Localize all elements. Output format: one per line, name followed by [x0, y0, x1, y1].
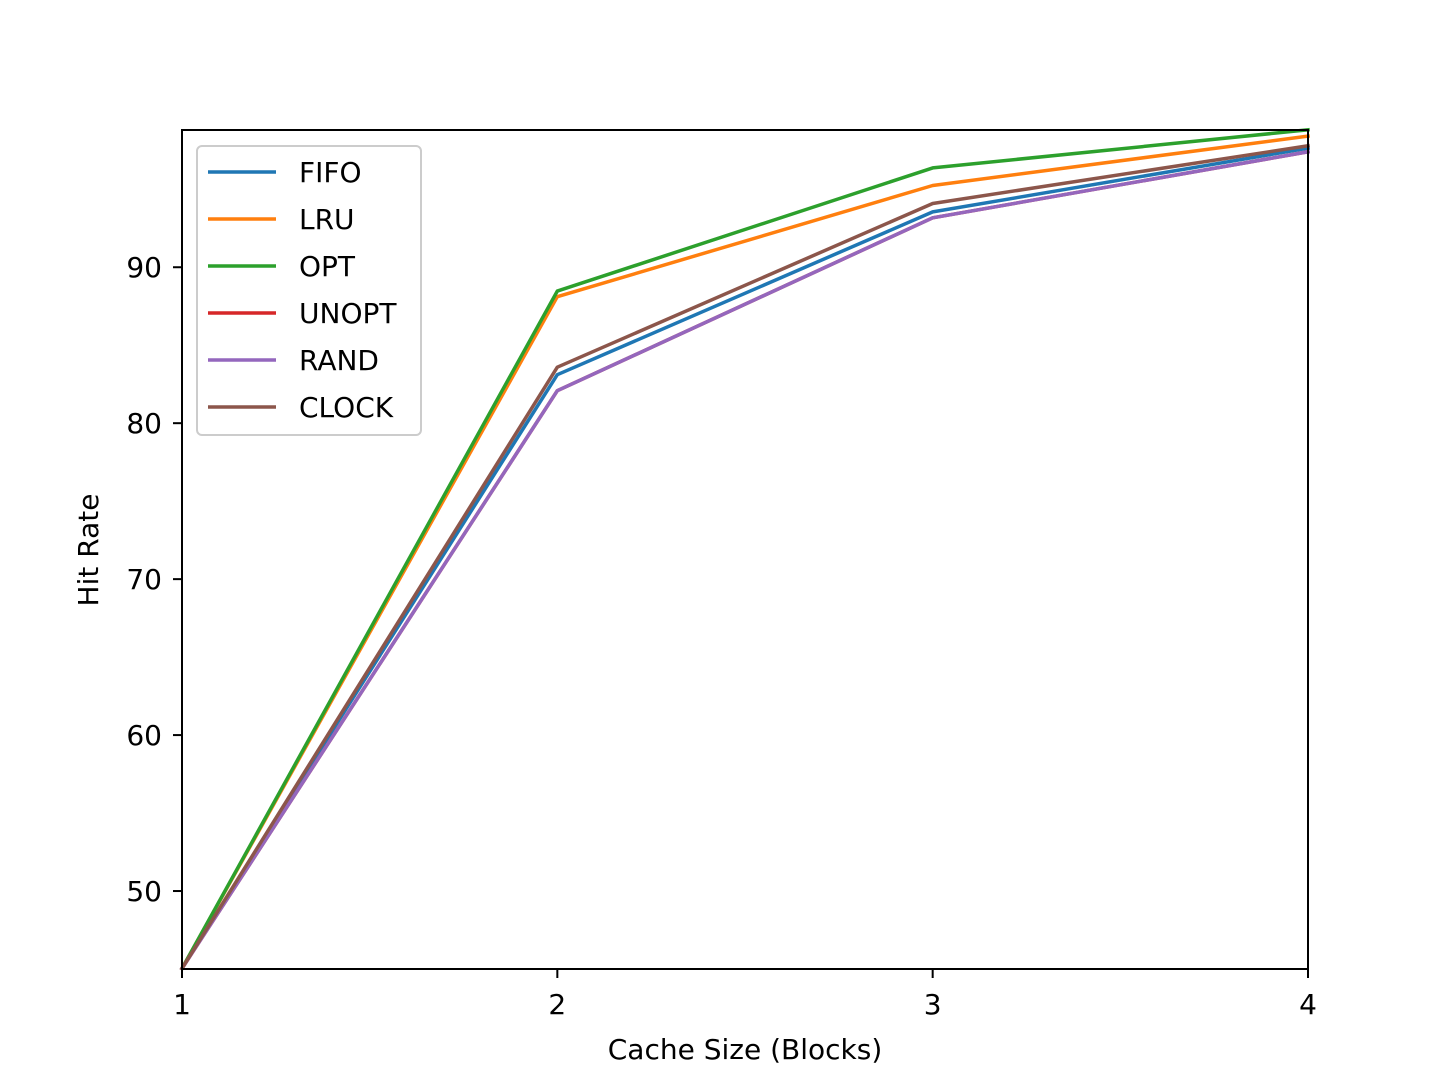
x-tick-label: 4: [1299, 988, 1317, 1021]
legend-label-opt: OPT: [299, 250, 356, 283]
y-tick-label: 60: [126, 719, 162, 752]
x-tick-label: 1: [173, 988, 191, 1021]
y-tick-label: 80: [126, 407, 162, 440]
legend-label-unopt: UNOPT: [299, 297, 397, 330]
y-tick-label: 90: [126, 251, 162, 284]
legend: FIFO LRU OPT UNOPT RAND CLOCK: [197, 146, 421, 435]
legend-label-rand: RAND: [299, 344, 379, 377]
y-axis-label: Hit Rate: [72, 494, 105, 607]
y-axis: 50 60 70 80 90: [126, 251, 182, 908]
x-axis: 1 2 3 4: [173, 969, 1317, 1021]
y-tick-label: 70: [126, 563, 162, 596]
legend-label-clock: CLOCK: [299, 391, 394, 424]
x-axis-label: Cache Size (Blocks): [608, 1033, 883, 1066]
y-tick-label: 50: [126, 875, 162, 908]
legend-label-fifo: FIFO: [299, 156, 362, 189]
legend-label-lru: LRU: [299, 203, 355, 236]
x-tick-label: 3: [924, 988, 942, 1021]
x-tick-label: 2: [548, 988, 566, 1021]
